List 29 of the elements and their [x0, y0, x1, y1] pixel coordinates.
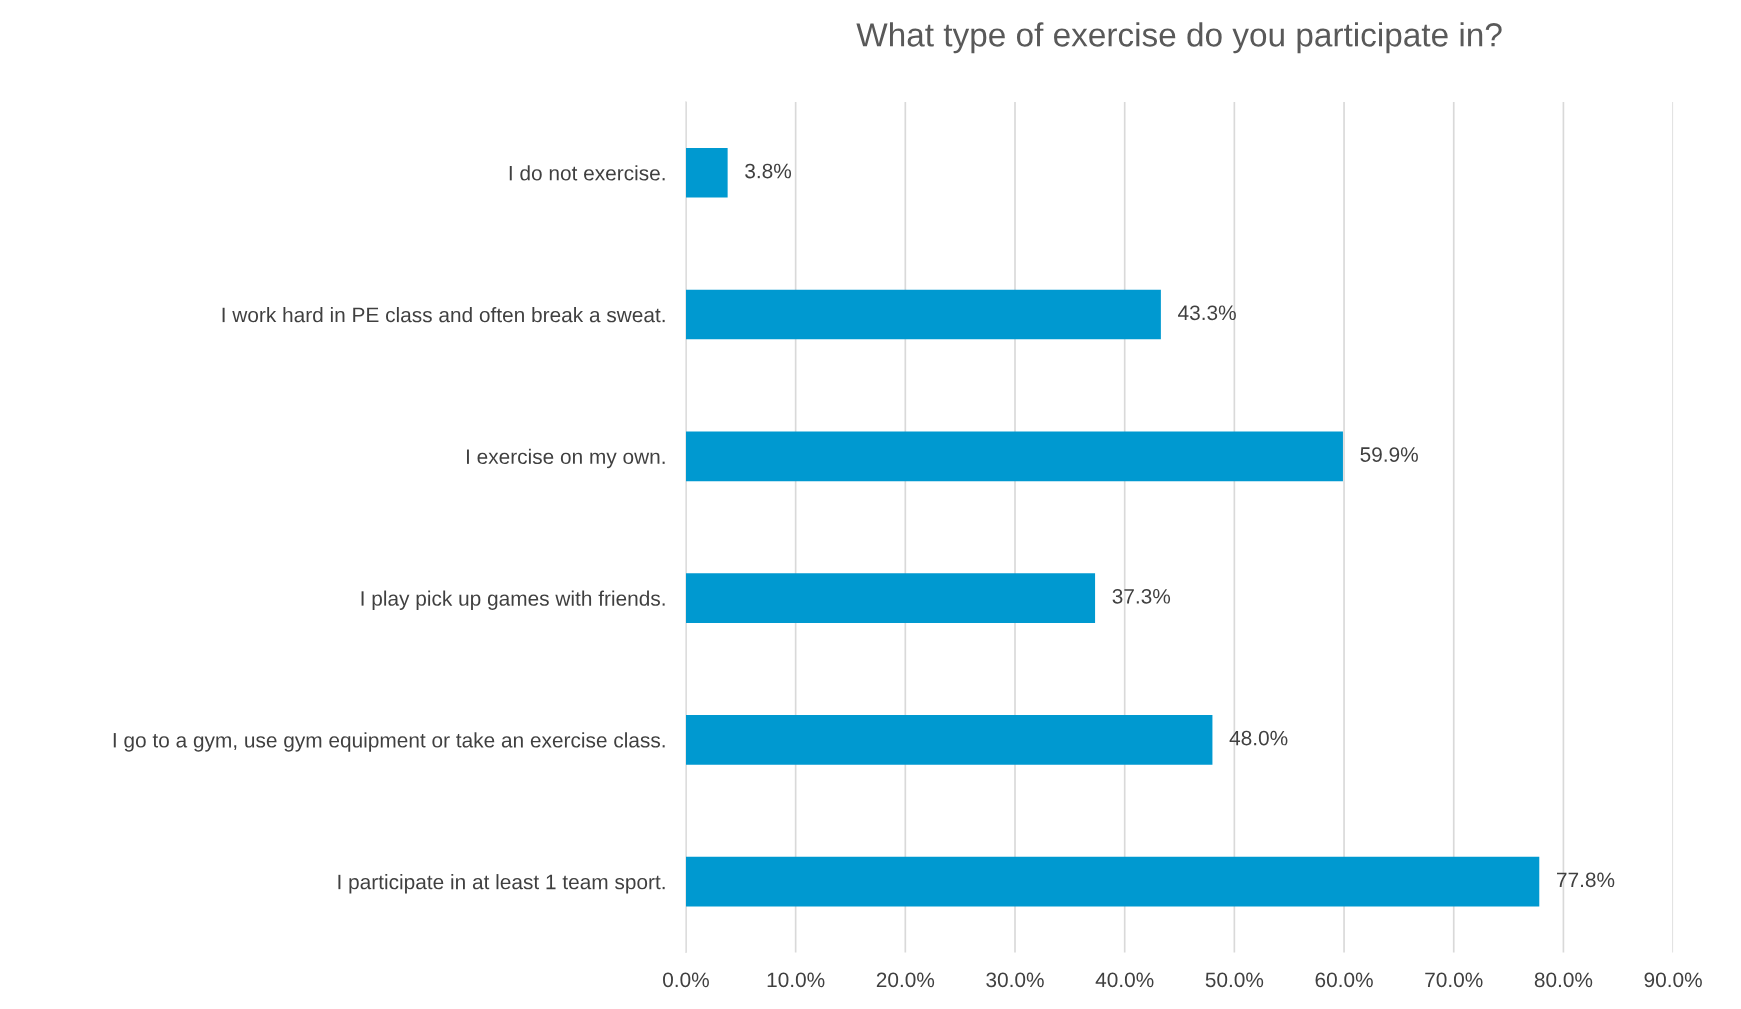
y-tick-label: I exercise on my own.: [466, 448, 665, 469]
bar: [685, 289, 1161, 340]
data-label: 43.3%: [1178, 305, 1236, 321]
y-tick-label: I participate in at least 1 team sport.: [338, 874, 665, 894]
y-tick-label: I work hard in PE class and often break a sweat.: [222, 307, 665, 323]
data-label: 59.9%: [1360, 447, 1418, 462]
x-tick-label: 90.0%: [1644, 972, 1702, 988]
chart-title: What type of exercise do you participate in?: [856, 22, 1502, 54]
bar: [685, 573, 1096, 623]
data-label: 3.8%: [745, 163, 792, 179]
y-tick-label: I do not exercise.: [509, 165, 665, 181]
x-tick-label: 60.0%: [1315, 972, 1373, 988]
y-tick-label: I play pick up games with friends.: [361, 590, 665, 610]
bar: [685, 715, 1213, 765]
x-tick-label: 20.0%: [876, 972, 935, 988]
x-tick-label: 30.0%: [986, 972, 1044, 988]
x-tick-label: 0.0%: [663, 972, 709, 988]
x-tick-label: 10.0%: [767, 972, 825, 988]
x-tick-label: 40.0%: [1095, 972, 1154, 988]
y-tick-label: I go to a gym, use gym equipment or take an exercise class.: [113, 732, 665, 752]
data-label: 37.3%: [1112, 588, 1171, 604]
x-tick-label: 80.0%: [1534, 972, 1593, 988]
x-tick-label: 50.0%: [1205, 972, 1264, 988]
data-label: 77.8%: [1557, 872, 1615, 888]
bar: [685, 431, 1343, 482]
bar: [685, 147, 728, 198]
data-label: 48.0%: [1229, 730, 1288, 746]
x-tick-label: 70.0%: [1425, 972, 1483, 988]
bar: [685, 856, 1540, 907]
